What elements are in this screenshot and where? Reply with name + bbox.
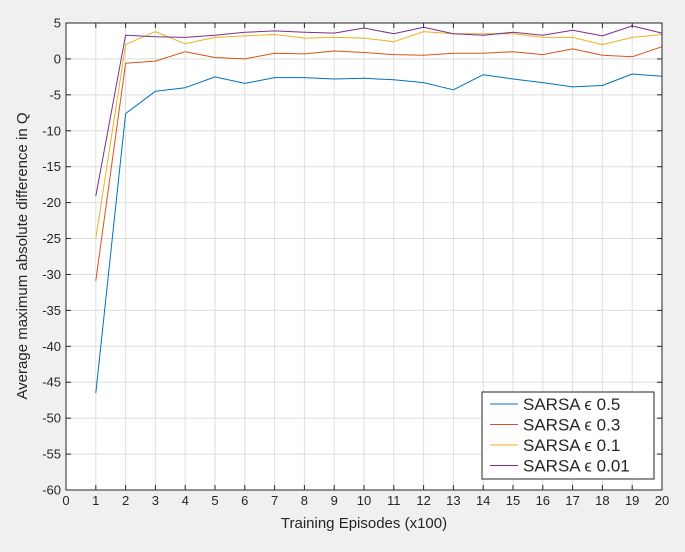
x-tick-label: 15 xyxy=(506,493,520,508)
x-tick-label: 19 xyxy=(625,493,639,508)
y-tick-label: -30 xyxy=(42,267,61,282)
x-tick-label: 4 xyxy=(182,493,189,508)
x-tick-label: 12 xyxy=(416,493,430,508)
x-tick-label: 0 xyxy=(62,493,69,508)
y-tick-label: 5 xyxy=(54,16,61,31)
x-tick-label: 2 xyxy=(122,493,129,508)
x-tick-label: 9 xyxy=(331,493,338,508)
x-axis-label: Training Episodes (x100) xyxy=(281,515,447,532)
legend-box xyxy=(481,391,655,480)
y-tick-label: -50 xyxy=(42,411,61,426)
x-tick-label: 11 xyxy=(387,493,401,508)
y-tick-label: 0 xyxy=(54,51,61,66)
y-tick-label: -55 xyxy=(42,447,61,462)
y-tick-label: -25 xyxy=(42,231,61,246)
y-axis-label: Average maximum absolute difference in Q xyxy=(14,112,31,399)
y-tick-label: -10 xyxy=(42,123,61,138)
x-tick-label: 5 xyxy=(211,493,218,508)
ticks xyxy=(65,22,663,491)
legend-label-4: SARSA ϵ 0.01 xyxy=(523,457,630,476)
y-tick-label: -45 xyxy=(42,375,61,390)
x-tick-label: 17 xyxy=(565,493,579,508)
series-layer xyxy=(95,25,663,394)
series-line-4 xyxy=(95,25,663,197)
y-tick-label: -60 xyxy=(42,483,61,498)
y-tick-label: -15 xyxy=(42,159,61,174)
series-line-3 xyxy=(95,31,663,239)
x-tick-label: 13 xyxy=(446,493,460,508)
x-tick-label: 3 xyxy=(152,493,159,508)
legend-label-2: SARSA ϵ 0.3 xyxy=(523,416,620,435)
y-tick-label: -35 xyxy=(42,303,61,318)
y-tick-label: -40 xyxy=(42,339,61,354)
tick-labels: 0 1 2 3 4 5 6 7 8 9 10 11 12 13 14 15 16 17 18 19 2050-5-10-… xyxy=(42,16,669,509)
y-tick-label: -20 xyxy=(42,195,61,210)
x-tick-label: 1 xyxy=(92,493,99,508)
x-tick-label: 7 xyxy=(271,493,278,508)
x-tick-label: 20 xyxy=(655,493,669,508)
x-tick-label: 18 xyxy=(595,493,609,508)
series-line-1 xyxy=(95,73,663,394)
x-tick-label: 14 xyxy=(476,493,490,508)
x-tick-label: 10 xyxy=(357,493,371,508)
legend-label-3: SARSA ϵ 0.1 xyxy=(523,436,620,455)
x-tick-label: 16 xyxy=(536,493,550,508)
series-line-2 xyxy=(95,46,663,281)
x-tick-label: 8 xyxy=(301,493,308,508)
x-tick-label: 6 xyxy=(241,493,248,508)
legend-label-1: SARSA ϵ 0.5 xyxy=(523,395,620,414)
y-tick-label: -5 xyxy=(49,87,61,102)
